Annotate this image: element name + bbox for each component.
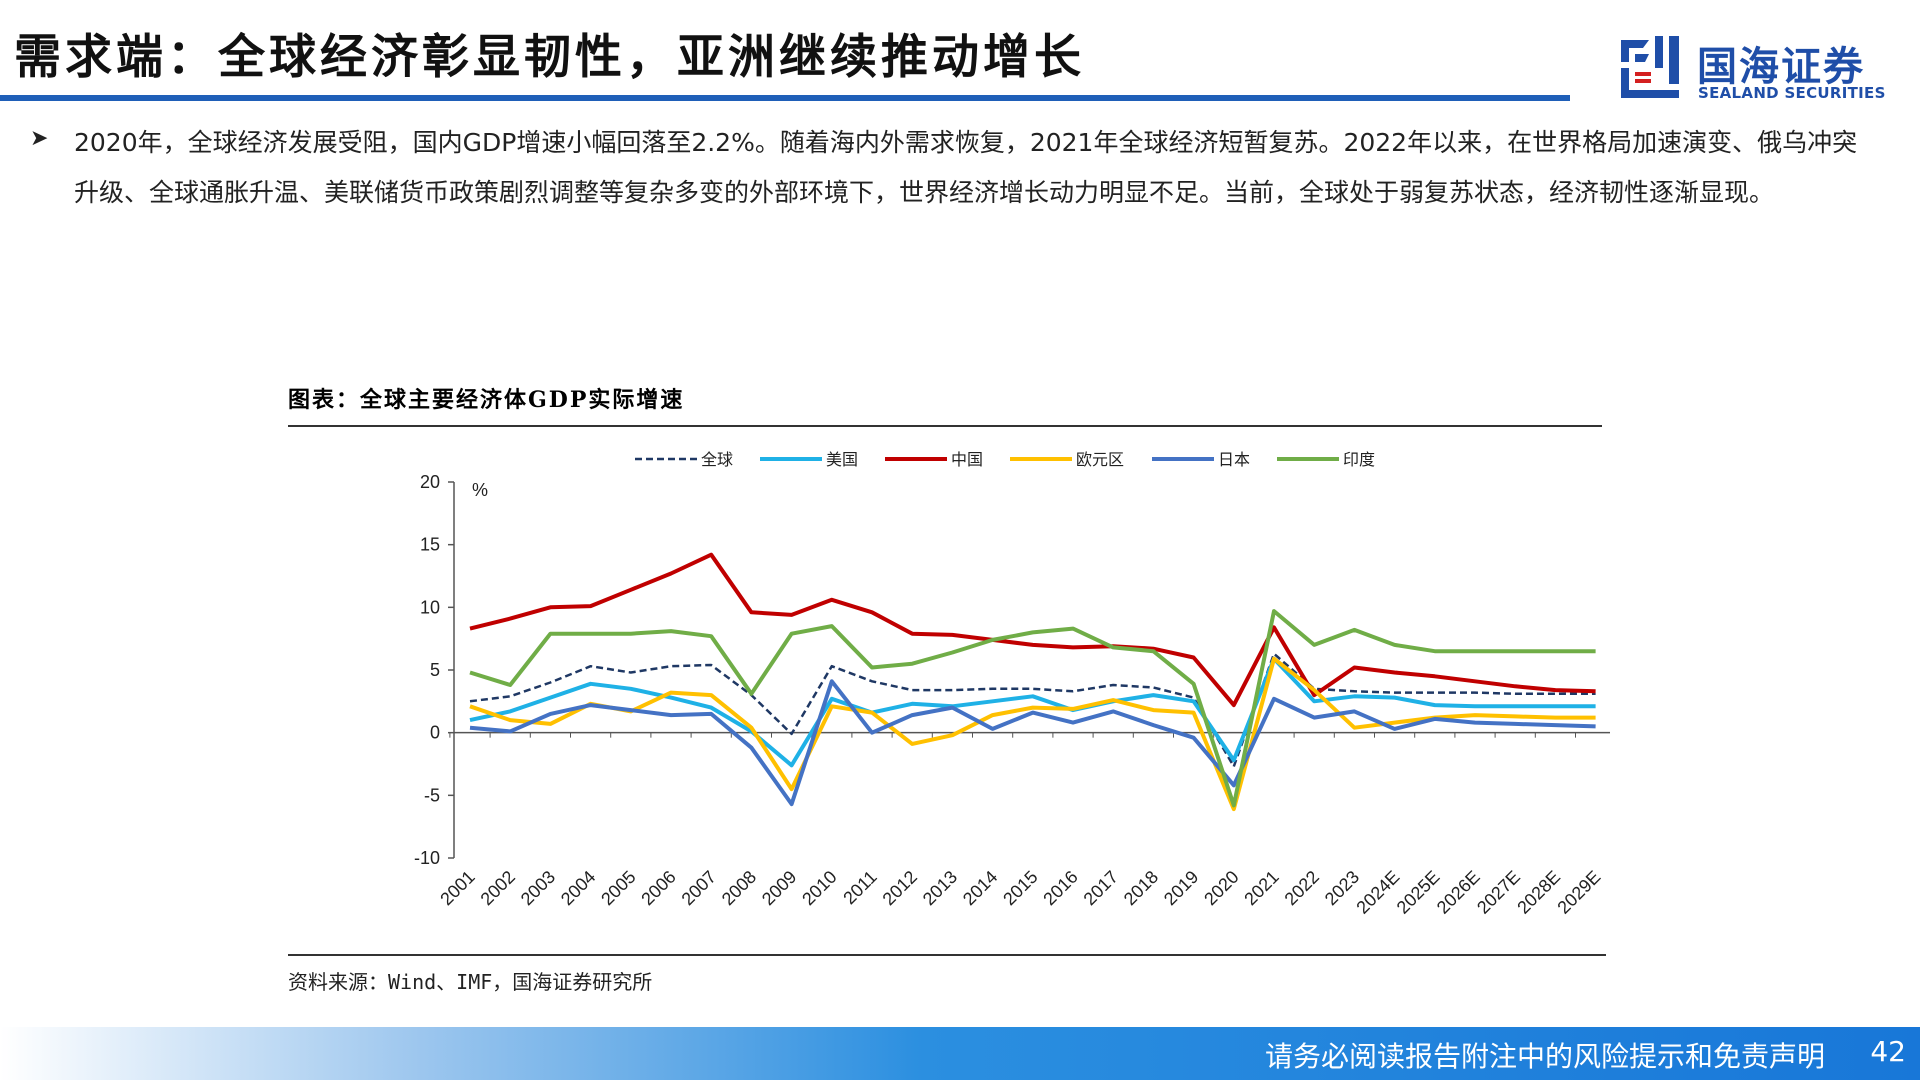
chart-series bbox=[469, 552, 1596, 812]
bullet-arrow-icon: ➤ bbox=[30, 126, 49, 151]
x-tick-label: 2005 bbox=[597, 867, 639, 909]
x-tick-label: 2025E bbox=[1393, 867, 1444, 918]
x-tick-label: 2027E bbox=[1473, 867, 1524, 918]
x-tick-label: 2009 bbox=[758, 867, 800, 909]
footer-bar: 请务必阅读报告附注中的风险提示和免责声明 42 bbox=[0, 1027, 1920, 1080]
y-tick-label: 15 bbox=[420, 535, 440, 555]
x-tick-label: 2022 bbox=[1281, 867, 1323, 909]
company-logo: 国海证券 SEALAND SECURITIES bbox=[1615, 30, 1905, 106]
chart-source: 资料来源：Wind、IMF，国海证券研究所 bbox=[288, 970, 653, 994]
page-title: 需求端：全球经济彰显韧性，亚洲继续推动增长 bbox=[14, 30, 1085, 85]
y-axis-unit-label: % bbox=[472, 480, 488, 500]
x-tick-label: 2001 bbox=[436, 867, 478, 909]
x-tick-label: 2007 bbox=[678, 867, 720, 909]
series-line-印度 bbox=[469, 609, 1596, 808]
legend-label: 全球 bbox=[701, 451, 733, 469]
footer-disclaimer: 请务必阅读报告附注中的风险提示和免责声明 bbox=[1264, 1040, 1825, 1073]
x-tick-label: 2002 bbox=[477, 867, 519, 909]
y-tick-label: -5 bbox=[424, 785, 440, 805]
x-tick-label: 2024E bbox=[1352, 867, 1403, 918]
x-tick-label: 2012 bbox=[879, 867, 921, 909]
series-line-全球 bbox=[469, 652, 1596, 768]
chart-axes: 20151050-5-10200120022003200420052006200… bbox=[414, 472, 1610, 918]
y-tick-label: 20 bbox=[420, 472, 440, 492]
x-tick-label: 2015 bbox=[999, 867, 1041, 909]
x-tick-label: 2008 bbox=[718, 867, 760, 909]
x-tick-label: 2029E bbox=[1553, 867, 1604, 918]
gdp-growth-line-chart: 全球 美国 中国 欧元区 日本 印度 20151050-5-102001200220032… bbox=[414, 451, 1610, 918]
x-tick-label: 2016 bbox=[1039, 867, 1081, 909]
series-line-欧元区 bbox=[469, 656, 1596, 812]
legend-label: 印度 bbox=[1343, 451, 1375, 469]
title-divider bbox=[0, 95, 1570, 101]
x-tick-label: 2010 bbox=[798, 867, 840, 909]
logo-name-cn: 国海证券 bbox=[1697, 44, 1865, 90]
legend-label: 美国 bbox=[826, 451, 858, 469]
y-tick-label: 0 bbox=[430, 723, 440, 743]
x-tick-label: 2013 bbox=[919, 867, 961, 909]
legend-label: 中国 bbox=[951, 451, 983, 469]
x-tick-label: 2026E bbox=[1433, 867, 1484, 918]
summary-paragraph: 2020年，全球经济发展受阻，国内GDP增速小幅回落至2.2%。随着海内外需求恢… bbox=[74, 128, 1858, 207]
series-line-中国 bbox=[469, 552, 1596, 708]
x-tick-label: 2019 bbox=[1160, 867, 1202, 909]
legend-label: 欧元区 bbox=[1076, 451, 1124, 469]
series-line-日本 bbox=[469, 679, 1596, 807]
x-tick-label: 2003 bbox=[517, 867, 559, 909]
x-tick-label: 2017 bbox=[1080, 867, 1122, 909]
chart-top-rule bbox=[288, 425, 1602, 427]
y-tick-label: -10 bbox=[414, 848, 440, 868]
legend-label: 日本 bbox=[1218, 451, 1250, 469]
x-tick-label: 2021 bbox=[1240, 867, 1282, 909]
logo-name-en: SEALAND SECURITIES bbox=[1698, 84, 1886, 102]
chart-legend: 全球 美国 中国 欧元区 日本 印度 bbox=[635, 451, 1375, 469]
x-tick-label: 2018 bbox=[1120, 867, 1162, 909]
x-tick-label: 2011 bbox=[839, 867, 881, 909]
y-tick-label: 10 bbox=[420, 597, 440, 617]
page-number: 42 bbox=[1870, 1035, 1906, 1068]
series-line-美国 bbox=[469, 656, 1596, 768]
chart-caption: 图表：全球主要经济体GDP实际增速 bbox=[288, 387, 685, 413]
x-tick-label: 2014 bbox=[959, 867, 1001, 909]
sealand-logo-icon bbox=[1621, 36, 1679, 98]
x-tick-label: 2004 bbox=[557, 867, 599, 909]
x-tick-label: 2020 bbox=[1200, 867, 1242, 909]
x-tick-label: 2028E bbox=[1513, 867, 1564, 918]
chart-bottom-rule bbox=[288, 954, 1606, 956]
y-tick-label: 5 bbox=[430, 660, 440, 680]
x-tick-label: 2006 bbox=[637, 867, 679, 909]
